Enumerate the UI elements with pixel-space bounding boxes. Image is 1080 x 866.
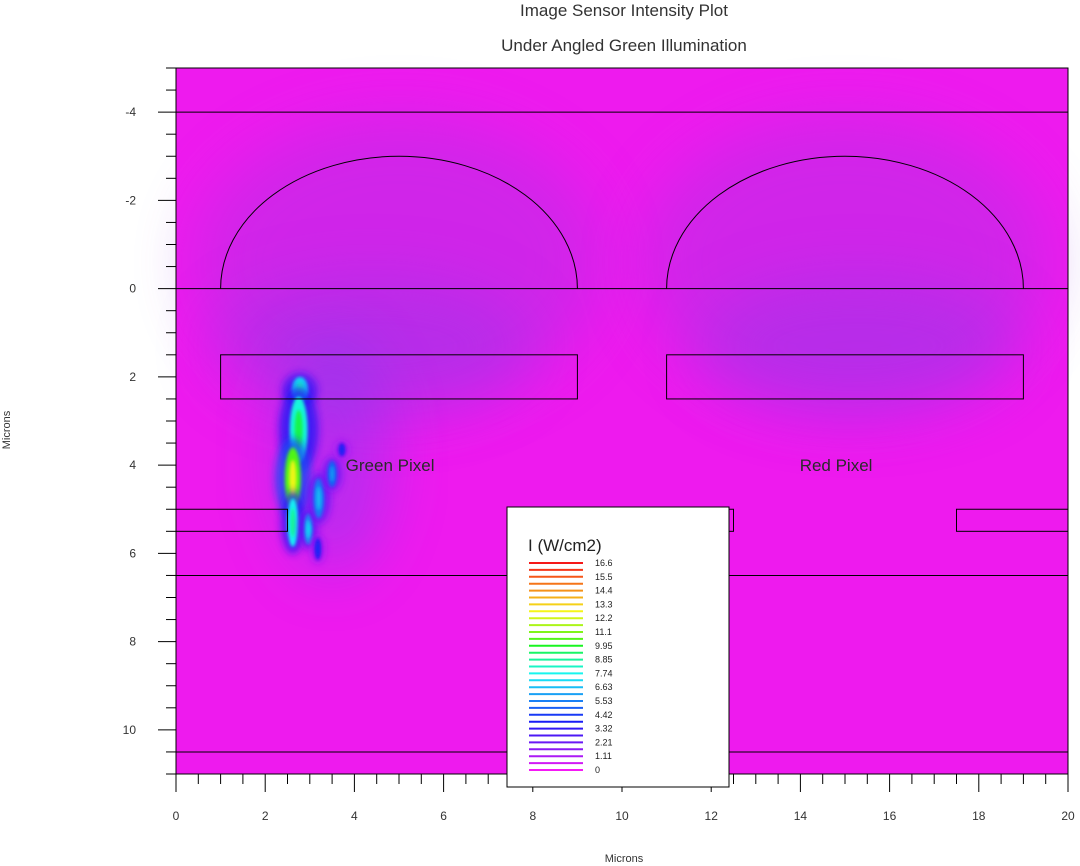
region-label-1: Green Pixel (346, 456, 435, 475)
x-tick-label: 16 (883, 809, 897, 823)
hotspot-core-7 (340, 445, 344, 454)
legend-label: 14.4 (595, 586, 613, 596)
y-tick-label: -2 (125, 193, 136, 207)
hotspots (275, 372, 349, 564)
legend-label: 11.1 (595, 627, 612, 637)
legend-label: 12.2 (595, 613, 613, 623)
legend-label: 9.95 (595, 641, 613, 651)
x-tick-label: 0 (173, 809, 180, 823)
hotspot-core-5 (316, 486, 322, 511)
legend-label: 13.3 (595, 599, 613, 609)
x-tick-label: 2 (262, 809, 269, 823)
beam-glow (697, 275, 1019, 417)
y-tick-label: 10 (123, 723, 137, 737)
legend-label: 6.63 (595, 682, 613, 692)
legend-label: 16.6 (595, 558, 613, 568)
y-axis: -4 -2 0 2 4 6 8 10 (123, 67, 177, 775)
x-tick-label: 4 (351, 809, 358, 823)
x-tick-label: 20 (1061, 809, 1075, 823)
x-tick-label: 18 (972, 809, 986, 823)
y-tick-label: 0 (129, 282, 136, 296)
chart-title: Image Sensor Intensity Plot (520, 1, 728, 20)
y-tick-label: 8 (129, 635, 136, 649)
y-tick-label: -4 (125, 105, 136, 119)
legend-label: 3.32 (595, 724, 613, 734)
legend-label: 7.74 (595, 668, 613, 678)
legend-label: 0 (595, 765, 600, 775)
x-tick-label: 14 (794, 809, 808, 823)
region-label-2: Red Pixel (800, 456, 873, 475)
x-tick-label: 10 (615, 809, 629, 823)
legend-label: 4.42 (595, 710, 613, 720)
region-labels: Green Pixel Red Pixel (346, 456, 873, 475)
y-tick-label: 6 (129, 546, 136, 560)
legend-label: 1.11 (595, 751, 612, 761)
microlens-2 (666, 155, 1024, 289)
hotspot-core-4 (306, 519, 311, 539)
hotspot-core-6 (330, 466, 335, 482)
legend-entries: 16.6 15.5 14.4 13.3 12.2 11.1 9.95 8.85 7.74 6.63… (529, 558, 613, 775)
legend: I (W/cm2) 16.6 15.5 14.4 13.3 12.2 11.1 9.95 8.… (506, 506, 730, 788)
legend-label: 15.5 (595, 572, 613, 582)
x-tick-label: 8 (529, 809, 536, 823)
hotspot-core-2 (289, 459, 297, 497)
y-axis-title: Microns (1, 410, 13, 449)
x-axis-title: Microns (605, 853, 644, 865)
x-tick-label: 6 (440, 809, 447, 823)
legend-label: 5.53 (595, 696, 613, 706)
y-tick-label: 2 (129, 370, 136, 384)
y-tick-label: 4 (129, 458, 136, 472)
legend-box (506, 506, 730, 788)
filter-bar-1 (220, 354, 578, 400)
legend-label: 2.21 (595, 737, 613, 747)
hotspot-core-8 (316, 542, 320, 556)
chart-subtitle: Under Angled Green Illumination (501, 36, 747, 55)
legend-title: I (W/cm2) (528, 536, 602, 555)
filter-bar-2 (666, 354, 1024, 400)
microlens-1 (220, 155, 578, 289)
hotspot-core-3 (290, 507, 296, 538)
legend-label: 8.85 (595, 655, 613, 665)
x-tick-label: 12 (705, 809, 719, 823)
